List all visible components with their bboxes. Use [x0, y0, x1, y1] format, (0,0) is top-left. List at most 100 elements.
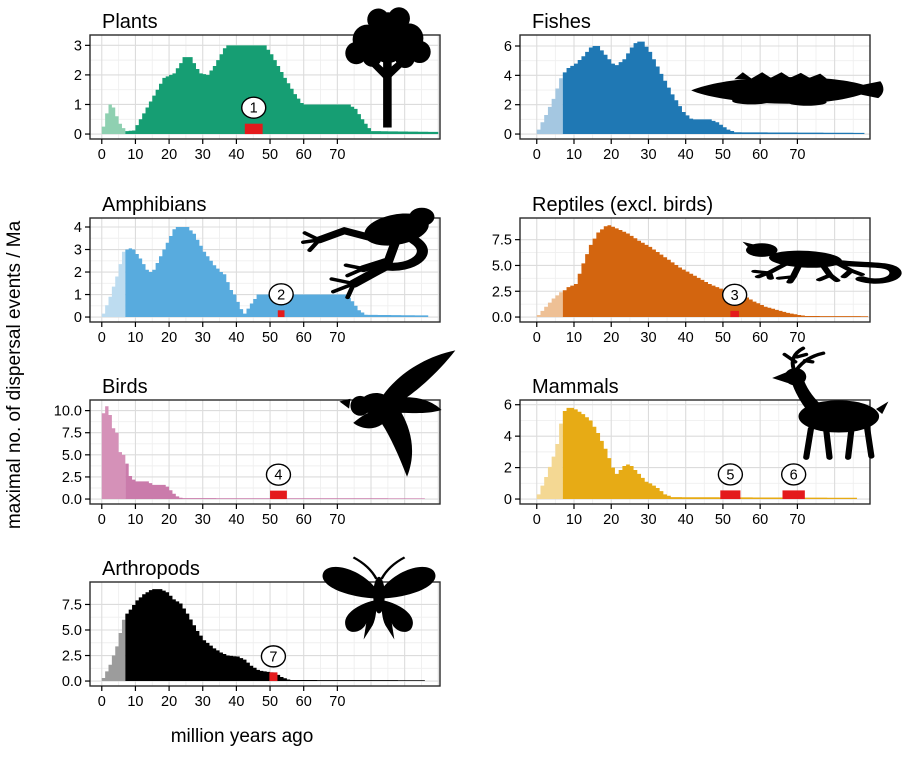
svg-text:70: 70: [789, 512, 805, 528]
svg-text:50: 50: [715, 330, 731, 346]
y-tick-labels: 0 1 2 3 4: [74, 220, 82, 326]
svg-text:30: 30: [640, 147, 656, 163]
svg-text:0.0: 0.0: [492, 310, 512, 326]
svg-text:0: 0: [504, 492, 512, 508]
area-main-segment: [125, 45, 439, 135]
svg-text:0: 0: [98, 330, 106, 346]
svg-text:30: 30: [195, 694, 211, 710]
svg-text:2: 2: [74, 68, 82, 84]
panel-border: [519, 217, 871, 323]
svg-text:50: 50: [262, 512, 278, 528]
svg-text:60: 60: [752, 512, 768, 528]
x-tick-labels: 0 10 20 30 40 50 60 70: [533, 330, 806, 346]
svg-text:50: 50: [262, 330, 278, 346]
svg-text:30: 30: [195, 512, 211, 528]
tick-marks: [85, 410, 338, 509]
area-recent-segment: [536, 78, 563, 135]
svg-text:5.0: 5.0: [62, 448, 82, 464]
panel-title: Amphibians: [102, 194, 207, 216]
y-tick-labels: 0 2 4 6: [504, 39, 512, 143]
svg-text:70: 70: [329, 330, 345, 346]
svg-text:60: 60: [296, 330, 312, 346]
svg-text:7.5: 7.5: [62, 426, 82, 442]
panel-title: Reptiles (excl. birds): [532, 194, 713, 216]
svg-text:70: 70: [789, 330, 805, 346]
frog-icon: [300, 207, 435, 300]
svg-text:70: 70: [329, 147, 345, 163]
area-recent-segment: [101, 406, 126, 500]
tick-marks: [515, 239, 798, 327]
svg-text:40: 40: [228, 694, 244, 710]
area-main-segment: [125, 589, 425, 682]
svg-text:7.5: 7.5: [62, 597, 82, 613]
svg-text:5.0: 5.0: [62, 623, 82, 639]
svg-text:5.0: 5.0: [492, 258, 512, 274]
svg-text:2: 2: [504, 98, 512, 114]
event-marker-7: [269, 672, 278, 682]
svg-text:50: 50: [262, 147, 278, 163]
svg-text:1: 1: [250, 101, 258, 117]
svg-text:60: 60: [752, 147, 768, 163]
svg-text:50: 50: [262, 694, 278, 710]
svg-text:20: 20: [161, 512, 177, 528]
svg-text:0.0: 0.0: [62, 674, 82, 690]
x-tick-labels: 0 10 20 30 40 50 60 70: [533, 512, 806, 528]
svg-text:20: 20: [603, 147, 619, 163]
svg-text:10: 10: [127, 147, 143, 163]
lizard-icon: [742, 241, 902, 284]
chart-panel-mammals: 0 10 20 30 40 50 60 70 0 2 4 6 5 6 Mammals: [504, 346, 889, 528]
svg-text:20: 20: [161, 330, 177, 346]
butterfly-icon: [322, 556, 436, 640]
svg-text:6: 6: [504, 398, 512, 414]
area-main-segment: [562, 407, 857, 500]
svg-text:0: 0: [98, 147, 106, 163]
chart-panel-amphibians: 0 10 20 30 40 50 60 70 0 1 2 3 4 2 Amphibians: [74, 194, 441, 346]
svg-text:0: 0: [533, 147, 541, 163]
y-tick-labels: 0.0 2.5 5.0 7.5: [492, 233, 512, 326]
y-tick-labels: 0.0 2.5 5.0 7.5 10.0: [54, 404, 82, 508]
event-marker-5: [720, 490, 741, 500]
svg-text:4: 4: [274, 468, 282, 484]
svg-text:40: 40: [678, 147, 694, 163]
panel-border: [89, 581, 441, 687]
svg-text:4: 4: [504, 429, 512, 445]
svg-text:6: 6: [504, 39, 512, 55]
svg-text:30: 30: [640, 330, 656, 346]
x-tick-labels: 0 10 20 30 40 50 60 70: [98, 330, 346, 346]
svg-text:7: 7: [269, 649, 277, 665]
panel-border: [89, 34, 441, 140]
svg-text:50: 50: [715, 147, 731, 163]
chart-panel-birds: 0 10 20 30 40 50 60 70 0.0 2.5 5.0 7.5 10.0 4 Birds: [54, 350, 456, 528]
area-recent-segment: [101, 104, 126, 135]
svg-text:30: 30: [640, 512, 656, 528]
tick-marks: [85, 226, 338, 327]
svg-text:2.5: 2.5: [62, 649, 82, 665]
panel-border: [89, 399, 441, 505]
event-marker-1: [244, 123, 263, 135]
svg-text:60: 60: [296, 147, 312, 163]
event-number-badge-3: 3: [721, 283, 748, 307]
svg-text:40: 40: [678, 330, 694, 346]
svg-text:2.5: 2.5: [492, 284, 512, 300]
svg-text:4: 4: [504, 68, 512, 84]
bird-icon: [339, 350, 456, 477]
svg-text:50: 50: [715, 512, 731, 528]
svg-text:0: 0: [98, 694, 106, 710]
tick-marks: [515, 45, 798, 144]
svg-text:70: 70: [789, 147, 805, 163]
svg-text:0: 0: [98, 512, 106, 528]
svg-text:20: 20: [603, 512, 619, 528]
svg-text:40: 40: [228, 147, 244, 163]
event-number-badge-4: 4: [265, 463, 292, 486]
svg-text:10.0: 10.0: [54, 404, 82, 420]
y-tick-labels: 0.0 2.5 5.0 7.5: [62, 597, 82, 690]
panel-title: Fishes: [532, 11, 591, 33]
chart-panel-reptiles-excl-birds: 0 10 20 30 40 50 60 70 0.0 2.5 5.0 7.5 3 Reptiles (ex…: [492, 194, 902, 346]
event-marker-4: [270, 490, 287, 500]
area-main-segment: [125, 463, 425, 500]
fish-icon: [691, 72, 884, 106]
svg-text:70: 70: [329, 694, 345, 710]
svg-text:3: 3: [731, 288, 739, 304]
svg-text:2: 2: [277, 287, 285, 303]
